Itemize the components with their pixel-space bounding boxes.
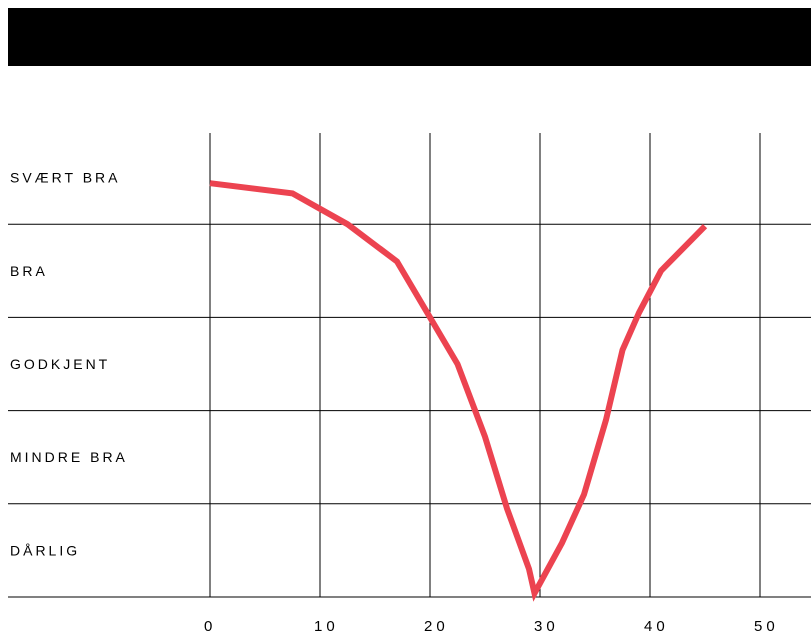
x-tick-label: 0 (204, 618, 216, 635)
y-axis-labels: SVÆRT BRA BRA GODKJENT MINDRE BRA DÅRLIG (10, 170, 128, 559)
x-tick-label: 10 (314, 618, 339, 635)
x-tick-label: 40 (644, 618, 669, 635)
x-axis-labels: 0 10 20 30 40 50 (204, 618, 779, 635)
series-line (209, 180, 708, 602)
header-bar (8, 8, 811, 66)
y-tick-label: BRA (10, 263, 48, 279)
x-tick-label: 30 (534, 618, 559, 635)
y-tick-label: GODKJENT (10, 356, 110, 372)
x-tick-label: 20 (424, 618, 449, 635)
y-tick-label: DÅRLIG (10, 542, 80, 558)
series-layer (209, 180, 708, 602)
x-tick-label: 50 (754, 618, 779, 635)
y-tick-label: MINDRE BRA (10, 449, 128, 465)
y-tick-label: SVÆRT BRA (10, 170, 121, 186)
grid (8, 133, 811, 598)
